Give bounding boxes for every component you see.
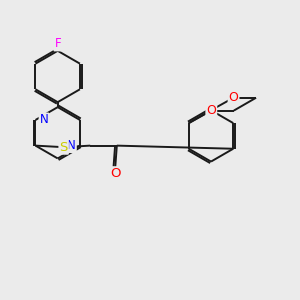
Text: O: O	[110, 167, 121, 180]
Text: F: F	[54, 38, 61, 50]
Text: N: N	[40, 113, 48, 127]
Text: N: N	[67, 139, 76, 152]
Text: S: S	[59, 141, 68, 154]
Text: O: O	[206, 104, 216, 117]
Text: O: O	[229, 91, 238, 104]
